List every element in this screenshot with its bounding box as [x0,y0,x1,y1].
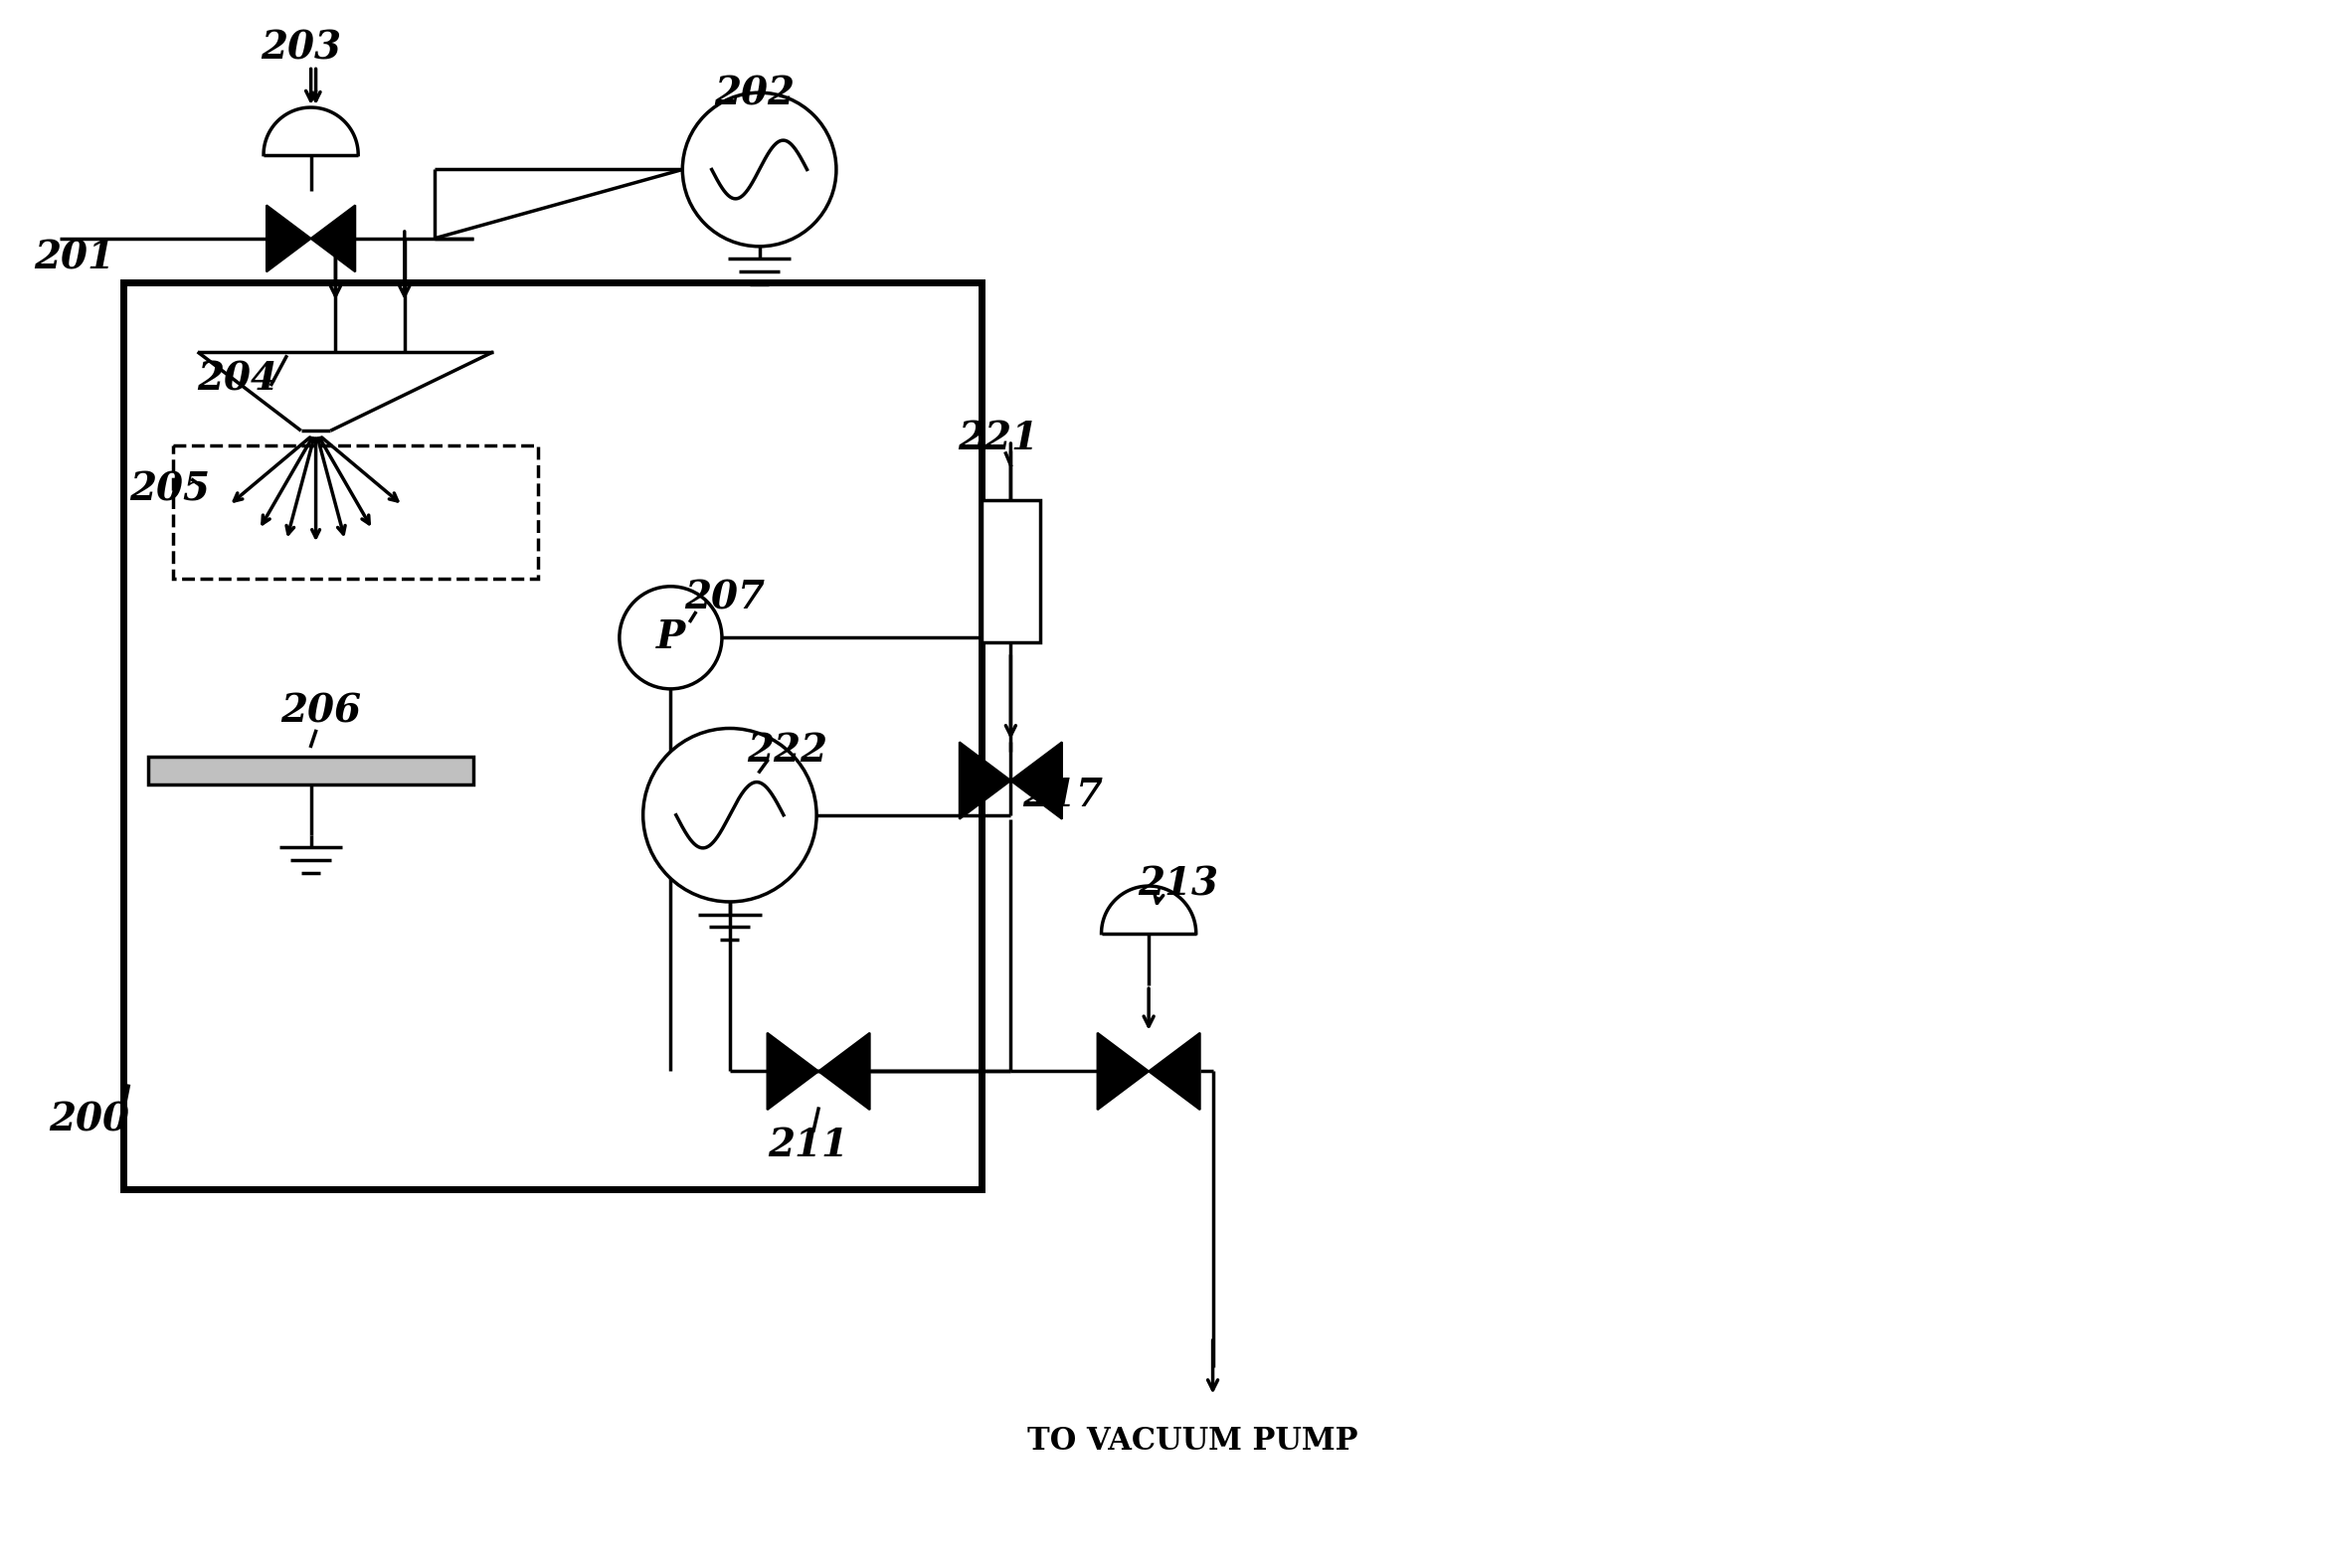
Text: 211: 211 [768,1126,849,1163]
Bar [149,757,472,784]
Bar [123,282,982,1190]
Text: 201: 201 [35,240,114,278]
Text: 222: 222 [747,732,826,770]
Text: 206: 206 [282,693,361,731]
Polygon shape [312,205,356,271]
Text: 205: 205 [130,470,209,508]
Bar [982,500,1040,643]
Polygon shape [1098,1033,1150,1110]
Text: P: P [656,619,684,657]
Text: 203: 203 [261,30,342,67]
Text: TO VACUUM PUMP: TO VACUUM PUMP [1029,1425,1359,1457]
Text: 207: 207 [684,579,766,618]
Text: 202: 202 [714,75,796,113]
Text: 221: 221 [959,420,1038,458]
Circle shape [642,728,817,902]
Polygon shape [819,1033,870,1110]
Polygon shape [959,742,1010,818]
Polygon shape [768,1033,819,1110]
Polygon shape [268,205,312,271]
Circle shape [619,586,721,688]
Circle shape [682,93,835,246]
Text: 217: 217 [1022,776,1103,814]
Polygon shape [1010,742,1061,818]
Text: 200: 200 [49,1102,130,1140]
Bar [172,445,538,579]
Text: 204: 204 [198,361,277,398]
Text: 213: 213 [1138,866,1219,903]
Polygon shape [1150,1033,1201,1110]
